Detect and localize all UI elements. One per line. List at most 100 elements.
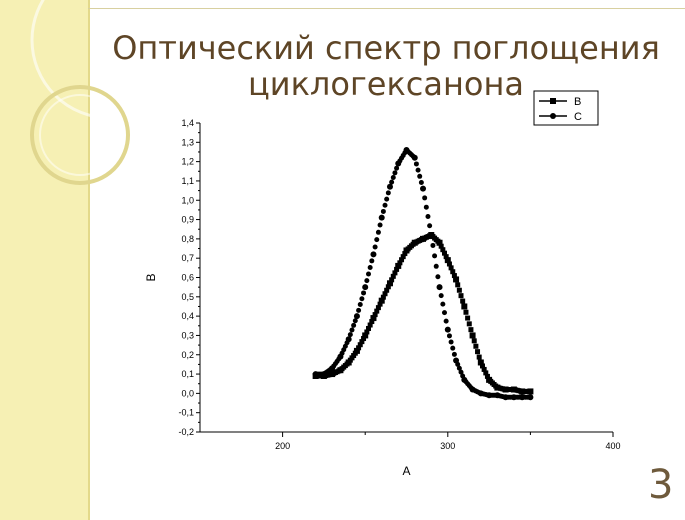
marker	[478, 359, 484, 365]
y-tick-label: 0,0	[181, 388, 194, 398]
marker	[445, 257, 451, 263]
marker	[362, 284, 368, 290]
marker	[359, 339, 365, 345]
marker	[430, 242, 436, 248]
marker	[470, 332, 476, 338]
marker	[432, 253, 438, 259]
marker	[369, 319, 375, 325]
y-tick-label: 0,9	[181, 215, 194, 225]
marker	[448, 265, 454, 271]
y-tick-label: -0,1	[178, 408, 194, 418]
marker	[372, 312, 378, 318]
marker	[392, 270, 398, 276]
marker	[366, 271, 372, 277]
marker	[387, 184, 393, 190]
marker	[384, 287, 390, 293]
marker	[450, 345, 456, 351]
marker	[450, 269, 456, 275]
marker	[399, 257, 405, 263]
page-number: 3	[648, 462, 674, 508]
marker	[458, 293, 464, 299]
marker	[461, 303, 467, 309]
marker	[369, 258, 375, 264]
y-tick-label: 0,3	[181, 330, 194, 340]
marker	[382, 202, 388, 208]
marker	[476, 354, 482, 360]
marker	[397, 260, 403, 266]
marker	[451, 273, 457, 279]
chart-plot-area	[312, 147, 534, 401]
marker	[357, 302, 363, 308]
y-tick-label: -0,2	[178, 427, 194, 437]
marker	[441, 310, 447, 316]
marker	[374, 308, 380, 314]
y-tick-label: 1,2	[181, 157, 194, 167]
marker	[425, 213, 431, 219]
marker	[394, 266, 400, 272]
marker	[389, 179, 395, 185]
y-tick-label: 1,3	[181, 137, 194, 147]
marker	[475, 349, 481, 355]
marker	[354, 348, 360, 354]
marker	[389, 277, 395, 283]
x-tick-label: 400	[605, 441, 620, 451]
y-tick-label: 1,4	[181, 118, 194, 128]
marker	[346, 336, 352, 342]
marker	[453, 358, 459, 364]
series-B	[312, 232, 534, 395]
marker	[418, 179, 424, 185]
marker	[466, 321, 472, 327]
marker	[377, 222, 383, 228]
marker	[446, 261, 452, 267]
marker	[395, 263, 401, 269]
marker	[456, 287, 462, 293]
marker	[379, 298, 385, 304]
marker	[441, 250, 447, 256]
marker	[385, 284, 391, 290]
marker	[417, 173, 423, 179]
series-C-dense-markers	[313, 147, 533, 400]
marker	[356, 307, 362, 313]
marker	[354, 313, 360, 319]
marker	[402, 251, 408, 257]
marker	[374, 237, 380, 243]
y-axis-label: B	[144, 273, 158, 281]
marker	[390, 174, 396, 180]
marker	[375, 229, 381, 235]
marker	[380, 208, 386, 214]
legend-box	[533, 90, 599, 126]
marker	[382, 291, 388, 297]
marker	[359, 296, 365, 302]
marker	[451, 351, 457, 357]
marker	[479, 363, 485, 369]
marker	[443, 254, 449, 260]
marker	[392, 170, 398, 176]
marker	[453, 276, 459, 282]
marker	[361, 290, 367, 296]
marker	[455, 361, 461, 367]
marker	[356, 345, 362, 351]
marker	[422, 195, 428, 201]
marker	[370, 251, 376, 257]
marker	[349, 327, 355, 333]
marker	[380, 294, 386, 300]
marker	[440, 301, 446, 307]
marker	[347, 332, 353, 338]
marker	[484, 373, 490, 379]
marker	[357, 342, 363, 348]
marker	[423, 204, 429, 210]
marker	[428, 232, 434, 238]
marker	[455, 282, 461, 288]
marker	[445, 327, 451, 333]
marker	[465, 315, 471, 321]
marker	[387, 280, 393, 286]
marker	[366, 325, 372, 331]
legend-label: B	[574, 96, 581, 108]
marker	[351, 322, 357, 328]
chart-axes: -0,2 -0,1 0,0 0,1 0,2 0,3 0,4 0,5 0,6 0,7 0,8 0,9 1,…	[144, 118, 621, 478]
marker	[362, 332, 368, 338]
marker	[460, 298, 466, 304]
x-axis-label: A	[402, 464, 410, 478]
